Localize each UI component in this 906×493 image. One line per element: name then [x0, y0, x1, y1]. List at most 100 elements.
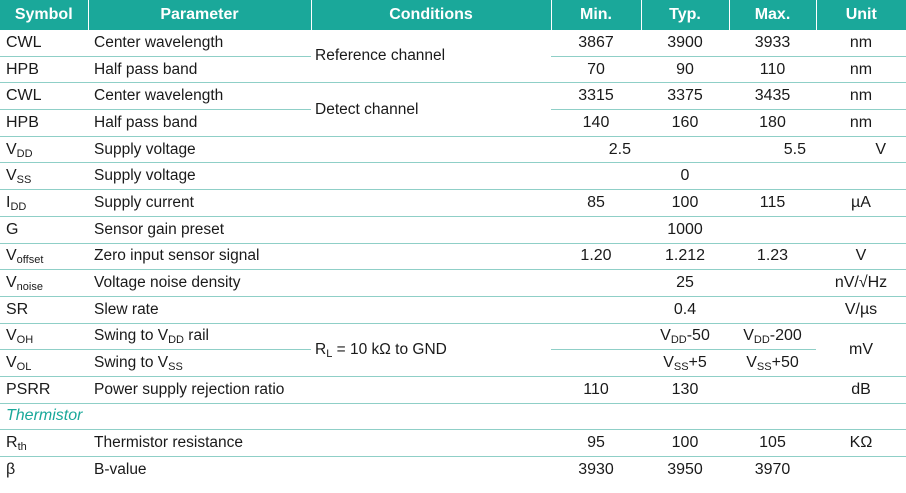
parameter-cell: Center wavelength	[88, 82, 311, 111]
condition-subscript: L	[326, 347, 333, 360]
unit-cell: V/µs	[816, 296, 906, 324]
typ-cell: VSS+5	[641, 349, 729, 377]
symbol-cell: HPB	[0, 56, 88, 84]
parameter-cell: Sensor gain preset	[88, 216, 311, 244]
typ-cell: 0.4	[641, 296, 729, 324]
table-row: VOL Swing to VSS VSS+5 VSS+50	[0, 349, 906, 377]
min-cell: 3930	[578, 460, 614, 478]
max-cell: 3970	[754, 460, 791, 478]
condition-cell	[311, 457, 551, 483]
symbol-cell: β	[6, 460, 16, 478]
parameter-cell: Swing to VDD rail	[88, 323, 311, 351]
typ-cell: 160	[641, 109, 729, 137]
symbol-cell: VOH	[0, 323, 88, 351]
table-row: G Sensor gain preset 1000	[0, 216, 906, 244]
condition-cell	[311, 376, 551, 404]
symbol-cell: VDD	[0, 136, 88, 164]
symbol-subscript: DD	[16, 147, 33, 160]
min-cell	[551, 216, 641, 244]
header-max: Max.	[729, 0, 817, 30]
typ-text: V	[660, 327, 671, 345]
symbol-subscript: th	[17, 441, 27, 454]
condition-text-suffix: = 10 kΩ to GND	[332, 340, 447, 358]
min-cell: 2.5	[551, 136, 641, 164]
parameter-cell: Zero input sensor signal	[88, 243, 311, 271]
typ-cell: 25	[641, 269, 729, 297]
min-cell: 3315	[551, 82, 641, 111]
parameter-cell: Center wavelength	[88, 30, 311, 57]
max-suffix: +50	[771, 354, 799, 372]
condition-detect-channel: Detect channel	[311, 82, 551, 137]
typ-cell: 100	[641, 189, 729, 217]
condition-cell	[311, 189, 551, 217]
unit-cell: dB	[816, 376, 906, 404]
symbol-subscript: OL	[16, 361, 32, 374]
section-title: Thermistor	[0, 403, 906, 431]
parameter-cell: Half pass band	[88, 56, 311, 84]
max-cell: 3933	[729, 30, 816, 57]
symbol-main: V	[6, 354, 17, 372]
table-row: Rth Thermistor resistance 95 100 105 KΩ	[0, 429, 906, 457]
unit-cell: nm	[816, 109, 906, 137]
unit-cell: V	[816, 243, 906, 271]
condition-cell	[311, 243, 551, 271]
symbol-cell: Rth	[0, 429, 88, 457]
min-cell	[551, 269, 641, 297]
typ-cell: 3950	[667, 460, 703, 478]
parameter-text: Swing to V	[94, 354, 169, 372]
typ-suffix: +5	[688, 354, 707, 372]
table-row: Vnoise Voltage noise density 25 nV/√Hz	[0, 269, 906, 297]
max-subscript: DD	[753, 334, 770, 347]
min-cell	[551, 162, 641, 191]
symbol-subscript: DD	[10, 200, 27, 213]
symbol-cell: SR	[0, 296, 88, 324]
specifications-table: Symbol Parameter Conditions Min. Typ. Ma…	[0, 0, 906, 483]
max-cell	[729, 269, 816, 297]
parameter-text: Swing to V	[94, 327, 169, 345]
parameter-cell: Half pass band	[88, 109, 311, 137]
max-cell: 3435	[729, 82, 816, 111]
parameter-cell: Slew rate	[88, 296, 311, 324]
table-row: VSS Supply voltage 0	[0, 162, 906, 191]
parameter-text-suffix: rail	[184, 327, 209, 345]
header-symbol: Symbol	[0, 0, 89, 30]
parameter-cell: Thermistor resistance	[88, 429, 311, 457]
typ-cell: 90	[641, 56, 729, 84]
parameter-subscript: SS	[168, 361, 183, 374]
max-text: V	[746, 354, 757, 372]
symbol-cell: VSS	[0, 162, 88, 191]
max-suffix: -200	[769, 327, 802, 345]
parameter-cell: Supply voltage	[88, 162, 311, 191]
symbol-cell: IDD	[0, 189, 88, 217]
table-row: Voffset Zero input sensor signal 1.20 1.…	[0, 243, 906, 271]
symbol-cell: PSRR	[0, 376, 88, 404]
min-cell: 70	[551, 56, 641, 84]
condition-reference-channel: Reference channel	[311, 30, 551, 84]
min-cell: 110	[551, 376, 641, 404]
unit-cell	[816, 162, 906, 191]
symbol-subscript: OH	[16, 334, 34, 347]
symbol-main: V	[6, 274, 17, 292]
parameter-cell: Swing to VSS	[88, 349, 311, 377]
condition-cell	[311, 216, 551, 244]
max-cell: 110	[729, 56, 816, 84]
condition-cell	[311, 429, 551, 457]
symbol-cell: Vnoise	[0, 269, 88, 297]
typ-subscript: SS	[673, 361, 689, 374]
symbol-main: R	[6, 434, 18, 452]
max-cell: 180	[729, 109, 816, 137]
typ-cell: 130	[641, 376, 729, 404]
table-row: IDD Supply current 85 100 115 µA	[0, 189, 906, 217]
table-row: VOH Swing to VDD rail RL = 10 kΩ to GND …	[0, 323, 906, 377]
typ-cell: 100	[641, 429, 729, 457]
typ-cell	[641, 136, 729, 164]
max-cell: 105	[729, 429, 816, 457]
min-cell: 3867	[551, 30, 641, 57]
min-cell: 1.20	[551, 243, 641, 271]
max-cell	[729, 376, 816, 404]
max-subscript: SS	[756, 361, 772, 374]
max-cell	[729, 162, 816, 191]
unit-cell: µA	[816, 189, 906, 217]
unit-cell: V	[816, 136, 906, 164]
section-row-thermistor: Thermistor	[0, 403, 906, 431]
